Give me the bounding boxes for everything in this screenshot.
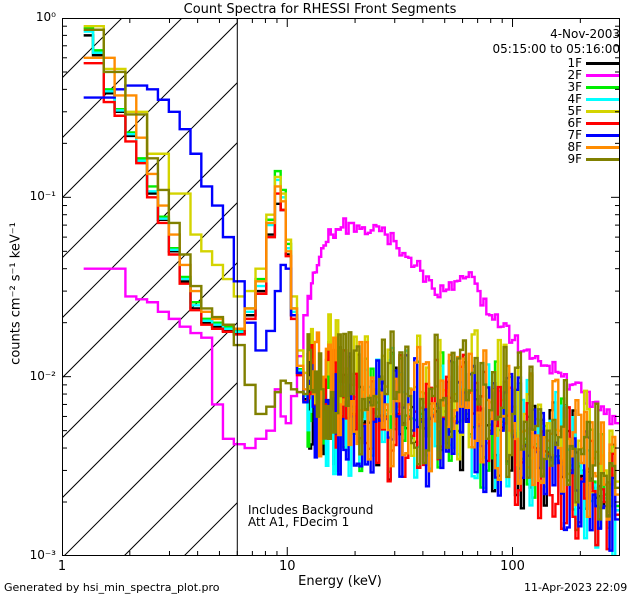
legend-color-swatch — [586, 133, 620, 137]
x-tick-label: 10 — [278, 559, 296, 574]
note-attenuator: Att A1, FDecim 1 — [248, 515, 350, 529]
hatch-line — [62, 18, 183, 139]
legend-item-4f: 4F — [520, 92, 620, 106]
legend-label: 9F — [567, 152, 582, 166]
legend-label: 1F — [567, 56, 582, 70]
hatch-line — [62, 202, 238, 379]
legend-color-swatch — [586, 85, 620, 89]
legend-item-2f: 2F — [520, 68, 620, 82]
page-title: Count Spectra for RHESSI Front Segments — [183, 2, 457, 17]
hatch-line — [62, 322, 238, 499]
legend-color-swatch — [586, 157, 620, 161]
y-tick-label: 10⁻³ — [29, 548, 56, 562]
hatch-line — [62, 22, 238, 199]
legend-item-6f: 6F — [520, 116, 620, 130]
legend-label: 6F — [567, 116, 582, 130]
legend-item-5f: 5F — [520, 104, 620, 118]
legend-color-swatch — [586, 61, 620, 65]
y-tick-label: 10⁻¹ — [29, 189, 56, 204]
legend-item-8f: 8F — [520, 140, 620, 154]
spectrum-line-2f — [83, 217, 620, 450]
hatch-region — [62, 18, 238, 556]
y-tick-label: 10⁰ — [35, 10, 56, 24]
legend-color-swatch — [586, 145, 620, 149]
footer-timestamp: 11-Apr-2023 22:09 — [524, 581, 628, 594]
legend-label: 8F — [567, 140, 582, 154]
spectra-plot-svg — [62, 18, 620, 556]
legend-item-7f: 7F — [520, 128, 620, 142]
legend-label: 2F — [567, 68, 582, 82]
hatch-line — [62, 82, 238, 259]
legend-label: 5F — [567, 104, 582, 118]
hatch-line — [62, 262, 238, 439]
hatch-line — [62, 142, 238, 319]
legend-item-1f: 1F — [520, 56, 620, 70]
x-tick-label: 100 — [500, 559, 525, 574]
legend-color-swatch — [586, 109, 620, 113]
legend-color-swatch — [586, 97, 620, 101]
plot-frame-border — [62, 18, 620, 556]
legend-item-9f: 9F — [520, 152, 620, 166]
observation-time-range: 05:15:00 to 05:16:00 — [492, 42, 620, 56]
legend-color-swatch — [586, 73, 620, 77]
legend-item-3f: 3F — [520, 80, 620, 94]
hatch-line — [63, 382, 238, 556]
plot-area — [62, 18, 620, 556]
spectrum-line-4f — [83, 30, 620, 556]
legend: 1F 2F 3F 4F 5F 6F 7F 8F 9F — [520, 56, 620, 166]
hatch-line — [123, 442, 238, 556]
legend-label: 4F — [567, 92, 582, 106]
spectrum-line-9f — [83, 28, 620, 521]
legend-label: 3F — [567, 80, 582, 94]
footer-generator: Generated by hsi_min_spectra_plot.pro — [4, 581, 220, 594]
x-axis-title: Energy (keV) — [298, 574, 382, 589]
legend-label: 7F — [567, 128, 582, 142]
x-tick-label: 1 — [57, 559, 67, 574]
note-includes-background: Includes Background — [248, 503, 374, 517]
observation-date: 4-Nov-2003 — [550, 27, 620, 41]
legend-color-swatch — [586, 121, 620, 125]
y-tick-label: 10⁻² — [29, 368, 56, 383]
